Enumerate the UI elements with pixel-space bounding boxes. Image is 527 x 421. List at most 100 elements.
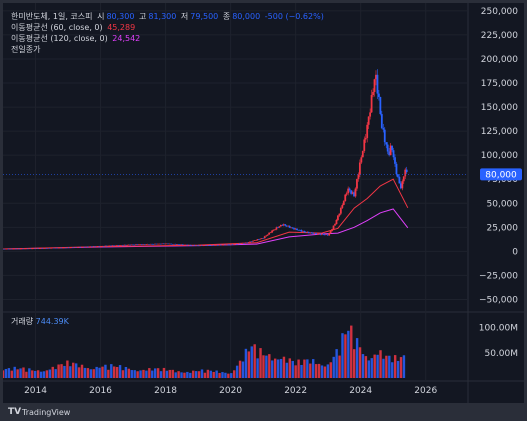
candle-body (189, 244, 192, 246)
candle-body (85, 246, 88, 248)
price-chart[interactable]: 250,000 225,000 200,000 175,000 150,000 125,0… (3, 3, 524, 403)
candle-body (372, 91, 374, 96)
volume-bar (317, 363, 321, 378)
candle-body (237, 243, 240, 245)
volume-bar (110, 364, 113, 378)
volume-bar (271, 360, 274, 378)
volume-bar (74, 363, 78, 378)
candle-body (278, 226, 281, 228)
candle-body (277, 227, 279, 229)
candle-body (67, 247, 70, 249)
candle-body (54, 247, 57, 249)
volume-bar (373, 354, 376, 378)
volume-bar (376, 354, 379, 378)
candle-body (13, 248, 16, 250)
volume-bar (165, 370, 169, 378)
volume-bar (391, 362, 394, 378)
volume-bar (60, 364, 63, 378)
candle-body (404, 169, 407, 177)
candle-body (338, 213, 341, 216)
ma60-line (3, 178, 409, 250)
ma60-legend[interactable]: 이동평균선 (60, close, 0) 45,289 (11, 23, 137, 33)
candle-body (228, 244, 231, 246)
volume-bar (247, 351, 251, 378)
candle-body (51, 247, 54, 249)
candle-body (145, 244, 148, 245)
candle-body (31, 248, 34, 250)
time-tick-label: 2022 (284, 386, 307, 396)
tradingview-brand[interactable]: TradingView (22, 408, 71, 417)
candle-body (206, 245, 209, 246)
candle-body (97, 246, 99, 247)
volume-bar (130, 370, 133, 378)
candle-body (291, 227, 294, 229)
candle-body (367, 116, 370, 125)
candle-body (116, 245, 118, 246)
price-tick-label: 175,000 (481, 79, 518, 89)
candle-body (211, 245, 213, 246)
volume-bar (139, 370, 142, 378)
candle-body (178, 244, 181, 245)
volume-bar (156, 368, 160, 378)
candle-body (28, 248, 31, 250)
candle-body (369, 112, 372, 117)
volume-bar (107, 369, 110, 378)
candle-body (354, 188, 357, 197)
volume-legend[interactable]: 거래량 744.39K (11, 316, 69, 327)
candle-body (269, 232, 272, 234)
candle-body (391, 145, 393, 151)
volume-bar (153, 368, 157, 378)
candle-body (263, 236, 266, 239)
volume-bar (227, 373, 230, 378)
candle-body (12, 248, 14, 250)
volume-bar (25, 371, 28, 378)
candle-body (133, 244, 136, 246)
volume-bar (297, 359, 300, 378)
candle-body (26, 248, 29, 250)
volume-bar (230, 373, 233, 378)
low-value: 79,500 (190, 12, 219, 21)
candle-body (6, 248, 9, 250)
candle-body (22, 248, 25, 250)
volume-bar (80, 364, 84, 378)
candle-body (139, 244, 142, 245)
candle-body (113, 245, 115, 247)
volume-bar (127, 368, 131, 378)
candle-body (214, 245, 216, 246)
candle-body (326, 234, 329, 236)
candle-body (19, 248, 22, 250)
volume-bar (314, 364, 318, 378)
candle-body (360, 157, 363, 163)
prev-close-legend[interactable]: 전일종가 (11, 45, 42, 55)
candle-body (293, 228, 295, 230)
candle-body (312, 232, 314, 234)
candle-body (80, 246, 83, 248)
chart-frame[interactable]: 250,000 225,000 200,000 175,000 150,000 125,0… (3, 3, 524, 403)
candle-body (244, 242, 247, 244)
volume-bar (183, 372, 186, 378)
volume-bar (312, 359, 315, 378)
ma120-legend[interactable]: 이동평균선 (120, close, 0) 24,542 (11, 34, 142, 44)
volume-bar (118, 365, 122, 378)
tradingview-logo-icon[interactable]: TV (8, 407, 22, 417)
candle-body (73, 247, 76, 248)
volume-bar (282, 356, 286, 378)
high-value: 81,300 (148, 12, 177, 21)
volume-bar (57, 364, 60, 378)
volume-bar (273, 358, 277, 378)
ticker-label: 한미반도체, 1일, 코스피 (11, 12, 93, 21)
volume-bar (121, 370, 125, 378)
volume-bar (206, 369, 210, 378)
candle-body (209, 245, 212, 246)
candle-body (158, 243, 161, 245)
candle-body (217, 244, 219, 246)
candle-body (342, 201, 345, 205)
candle-body (20, 248, 23, 250)
volume-bar (66, 360, 69, 378)
candle-body (42, 248, 45, 249)
volume-bar (33, 370, 37, 378)
candle-body (184, 244, 187, 246)
candle-body (50, 248, 53, 249)
candle-body (121, 245, 124, 246)
candle-body (132, 244, 134, 246)
